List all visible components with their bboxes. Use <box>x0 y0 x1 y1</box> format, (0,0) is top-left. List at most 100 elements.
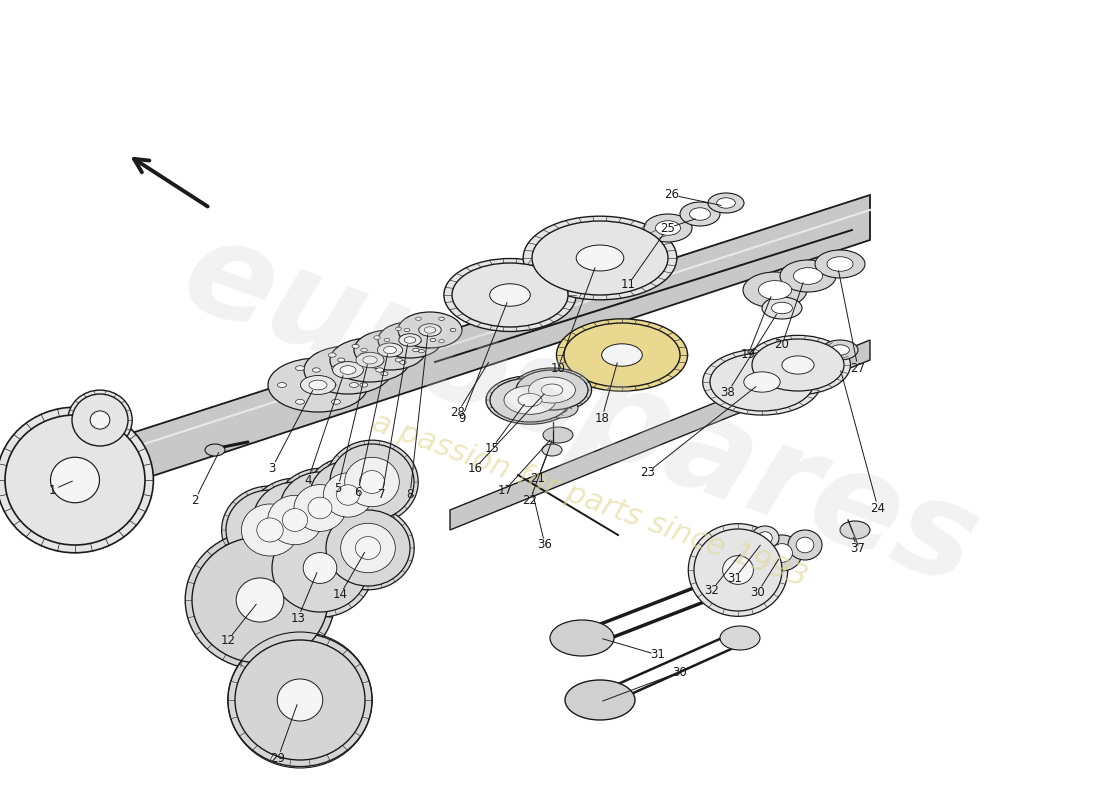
Text: 32: 32 <box>705 583 719 597</box>
Text: 24: 24 <box>870 502 886 514</box>
Ellipse shape <box>283 509 308 531</box>
Ellipse shape <box>690 208 711 220</box>
Text: 20: 20 <box>774 338 790 351</box>
Ellipse shape <box>338 358 344 362</box>
Ellipse shape <box>399 361 406 364</box>
Ellipse shape <box>516 370 588 410</box>
Text: 10: 10 <box>551 362 565 374</box>
Text: 36: 36 <box>538 538 552 551</box>
Ellipse shape <box>228 634 372 766</box>
Ellipse shape <box>396 327 402 330</box>
Ellipse shape <box>796 538 814 553</box>
Ellipse shape <box>762 535 802 571</box>
Text: 31: 31 <box>650 649 666 662</box>
Ellipse shape <box>6 415 145 545</box>
Ellipse shape <box>344 458 399 506</box>
Text: 15: 15 <box>485 442 499 454</box>
Ellipse shape <box>308 497 332 519</box>
Ellipse shape <box>452 263 568 327</box>
Ellipse shape <box>331 399 341 404</box>
Ellipse shape <box>221 486 318 574</box>
Text: 11: 11 <box>620 278 636 291</box>
Ellipse shape <box>352 372 360 376</box>
Ellipse shape <box>396 350 402 353</box>
Ellipse shape <box>332 362 363 378</box>
Ellipse shape <box>296 366 305 370</box>
Ellipse shape <box>360 383 367 387</box>
Ellipse shape <box>309 380 327 390</box>
Ellipse shape <box>450 328 455 332</box>
Text: 19: 19 <box>740 349 756 362</box>
Text: 1: 1 <box>48 483 56 497</box>
Ellipse shape <box>326 510 410 586</box>
Ellipse shape <box>306 458 389 533</box>
Ellipse shape <box>236 578 284 622</box>
Ellipse shape <box>323 473 373 517</box>
Ellipse shape <box>381 372 388 376</box>
Ellipse shape <box>398 312 462 348</box>
Ellipse shape <box>355 537 381 559</box>
Ellipse shape <box>399 336 406 339</box>
Ellipse shape <box>404 337 416 343</box>
Ellipse shape <box>241 504 298 556</box>
Text: 21: 21 <box>530 471 546 485</box>
Ellipse shape <box>272 524 368 612</box>
Text: 2: 2 <box>191 494 199 506</box>
Text: 37: 37 <box>850 542 866 554</box>
Ellipse shape <box>310 461 386 529</box>
Ellipse shape <box>328 383 337 387</box>
Ellipse shape <box>703 349 822 415</box>
Ellipse shape <box>374 336 381 339</box>
Text: 3: 3 <box>268 462 276 474</box>
Ellipse shape <box>395 358 403 362</box>
Ellipse shape <box>185 530 334 670</box>
Text: 27: 27 <box>850 362 866 374</box>
Ellipse shape <box>226 490 314 570</box>
Ellipse shape <box>444 258 576 331</box>
Ellipse shape <box>419 324 441 336</box>
Text: 23: 23 <box>640 466 656 478</box>
Ellipse shape <box>762 297 802 319</box>
Text: 16: 16 <box>468 462 483 474</box>
Ellipse shape <box>326 440 418 524</box>
Text: 5: 5 <box>334 482 342 494</box>
Ellipse shape <box>354 330 426 370</box>
Ellipse shape <box>746 335 850 394</box>
Ellipse shape <box>377 343 403 357</box>
Text: 7: 7 <box>378 489 386 502</box>
Ellipse shape <box>656 221 681 235</box>
Ellipse shape <box>830 345 849 355</box>
Ellipse shape <box>742 272 807 308</box>
Text: 31: 31 <box>727 571 742 585</box>
Ellipse shape <box>744 372 780 392</box>
Text: a passion for parts since 1993: a passion for parts since 1993 <box>368 407 812 593</box>
Text: eurospares: eurospares <box>166 207 994 613</box>
Ellipse shape <box>381 344 388 348</box>
Ellipse shape <box>267 495 322 545</box>
Ellipse shape <box>337 485 360 506</box>
Ellipse shape <box>352 344 360 348</box>
Ellipse shape <box>529 377 575 403</box>
Ellipse shape <box>256 518 283 542</box>
Ellipse shape <box>341 523 395 573</box>
Ellipse shape <box>751 526 779 550</box>
Ellipse shape <box>300 375 336 394</box>
Ellipse shape <box>680 202 720 226</box>
Ellipse shape <box>752 339 844 391</box>
Text: 18: 18 <box>595 411 609 425</box>
Ellipse shape <box>425 326 436 334</box>
Ellipse shape <box>543 427 573 443</box>
Ellipse shape <box>384 346 396 354</box>
Ellipse shape <box>788 530 822 560</box>
Text: 8: 8 <box>406 489 414 502</box>
Ellipse shape <box>192 537 328 663</box>
Ellipse shape <box>330 338 410 382</box>
Text: 22: 22 <box>522 494 538 506</box>
Ellipse shape <box>822 340 858 360</box>
Ellipse shape <box>708 193 744 213</box>
Ellipse shape <box>376 368 384 372</box>
Text: 28: 28 <box>451 406 465 418</box>
Text: 30: 30 <box>672 666 688 678</box>
Ellipse shape <box>360 353 367 357</box>
Ellipse shape <box>350 382 359 387</box>
